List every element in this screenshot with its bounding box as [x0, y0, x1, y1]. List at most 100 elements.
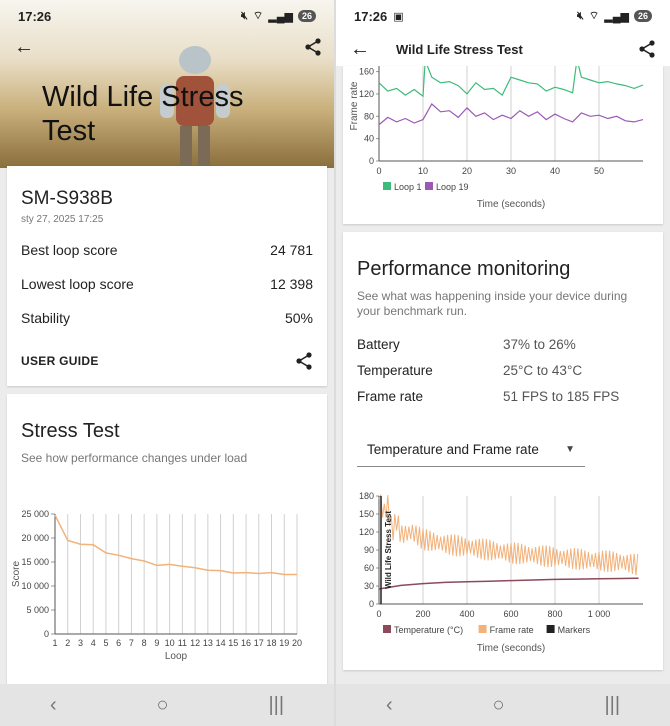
frame-rate-line	[378, 494, 639, 576]
x-axis-label: Time (seconds)	[477, 199, 546, 210]
marker-label: Wild Life Stress Test	[384, 511, 393, 589]
y-tick-label: 120	[359, 89, 374, 99]
battery-icon: 26	[297, 10, 316, 22]
back-arrow-icon[interactable]: ←	[350, 37, 370, 60]
share-icon[interactable]	[295, 352, 313, 370]
x-axis-label: Time (seconds)	[477, 643, 546, 654]
legend-swatch	[383, 182, 391, 190]
x-tick-label: 1	[52, 638, 57, 648]
y-tick-label: 0	[369, 599, 374, 609]
score-row-best: Best loop score 24 781	[21, 242, 313, 258]
frame-rate-card: 0 40 80 120 160 0 10 20 30 40 50 Frame rate Loop 1 Lo…	[343, 66, 663, 224]
x-tick-label: 0	[376, 166, 381, 176]
y-tick-label: 25 000	[21, 509, 49, 519]
x-tick-label: 7	[129, 638, 134, 648]
x-tick-label: 2	[65, 638, 70, 648]
y-tick-label: 15 000	[21, 557, 49, 567]
x-tick-label: 18	[267, 638, 277, 648]
score-label: Best loop score	[21, 242, 118, 258]
x-tick-label: 19	[279, 638, 289, 648]
y-tick-label: 120	[359, 527, 374, 537]
y-tick-label: 160	[359, 67, 374, 77]
result-date: sty 27, 2025 17:25	[21, 214, 104, 225]
share-icon[interactable]	[638, 40, 656, 58]
nav-recents-icon[interactable]: |||	[268, 693, 285, 716]
legend-label: Markers	[558, 625, 591, 635]
x-tick-label: 800	[547, 609, 562, 619]
system-nav-bar: ‹ ○ |||	[0, 684, 334, 726]
x-tick-label: 10	[165, 638, 175, 648]
x-tick-label: 40	[550, 166, 560, 176]
signal-icon: ▂▄▆	[604, 10, 629, 23]
nav-back-icon[interactable]: ‹	[49, 693, 57, 716]
y-tick-label: 60	[364, 563, 374, 573]
x-tick-label: 0	[376, 609, 381, 619]
series-line-2	[378, 103, 644, 126]
hero-robot-illustration	[160, 46, 230, 166]
x-tick-label: 6	[116, 638, 121, 648]
performance-subtitle: See what was happening inside your devic…	[357, 289, 628, 318]
score-value: 24 781	[270, 242, 313, 258]
x-tick-label: 8	[142, 638, 147, 648]
legend-label: Temperature (°C)	[394, 625, 463, 635]
system-nav-bar: ‹ ○ |||	[336, 684, 670, 726]
x-tick-label: 15	[228, 638, 238, 648]
dropdown-caret-icon: ▼	[565, 444, 575, 455]
chart-type-dropdown[interactable]: Temperature and Frame rate ▼	[357, 433, 585, 467]
x-tick-label: 16	[241, 638, 251, 648]
score-label: Stability	[21, 310, 71, 326]
performance-card: Performance monitoring See what was happ…	[343, 232, 663, 670]
y-tick-label: 20 000	[21, 533, 49, 543]
nav-home-icon[interactable]: ○	[156, 693, 169, 716]
right-screen: 17:26 ▣ 🔇︎ ⌔ ▂▄▆ 26 ← Wild Life Stress T…	[336, 0, 670, 726]
left-screen: Wild Life Stress Test 17:26 🔇︎ ⌔ ▂▄▆ 26 …	[0, 0, 334, 726]
x-tick-label: 20	[462, 166, 472, 176]
y-tick-label: 30	[364, 581, 374, 591]
nav-home-icon[interactable]: ○	[492, 693, 505, 716]
perf-row-battery: Battery 37% to 26%	[357, 337, 649, 363]
legend-swatch	[425, 182, 433, 190]
score-line	[54, 514, 297, 576]
user-guide-link[interactable]: USER GUIDE	[21, 354, 99, 368]
mute-icon: 🔇︎	[240, 9, 248, 22]
legend-label: Loop 19	[436, 182, 469, 192]
temperature-line	[378, 577, 639, 590]
x-tick-label: 9	[154, 638, 159, 648]
x-tick-label: 5	[103, 638, 108, 648]
score-label: Lowest loop score	[21, 276, 134, 292]
perf-value: 51 FPS to 185 FPS	[503, 389, 620, 404]
nav-back-icon[interactable]: ‹	[385, 693, 393, 716]
stress-test-title: Stress Test	[21, 420, 120, 442]
nav-recents-icon[interactable]: |||	[604, 693, 621, 716]
status-time: 17:26	[18, 8, 52, 24]
x-tick-label: 1 000	[588, 609, 611, 619]
share-icon[interactable]	[304, 38, 322, 56]
legend-swatch	[478, 625, 487, 633]
y-tick-label: 180	[359, 491, 374, 501]
status-time: 17:26	[354, 8, 388, 24]
app-bar-title: Wild Life Stress Test	[396, 41, 523, 57]
x-tick-label: 10	[418, 166, 428, 176]
wifi-icon: ⌔	[252, 10, 264, 22]
score-value: 50%	[284, 310, 313, 326]
app-bar: ← Wild Life Stress Test	[336, 32, 670, 66]
x-tick-label: 13	[203, 638, 213, 648]
page-title: Wild Life Stress Test	[42, 81, 244, 147]
stress-test-card: Stress Test See how performance changes …	[7, 394, 327, 694]
device-name: SM-S938B	[21, 188, 113, 209]
x-tick-label: 12	[190, 638, 200, 648]
y-tick-label: 90	[364, 545, 374, 555]
back-arrow-icon[interactable]: ←	[14, 36, 34, 58]
perf-row-temperature: Temperature 25°C to 43°C	[357, 363, 649, 389]
legend-swatch	[546, 625, 555, 633]
y-tick-label: 0	[369, 156, 374, 166]
x-tick-label: 50	[594, 166, 604, 176]
mute-icon: 🔇︎	[576, 9, 584, 22]
battery-icon: 26	[633, 10, 652, 22]
result-card: SM-S938B sty 27, 2025 17:25 Best loop sc…	[7, 166, 327, 386]
x-tick-label: 17	[254, 638, 264, 648]
perf-value: 37% to 26%	[503, 337, 576, 352]
y-axis-label: Frame rate	[349, 81, 360, 130]
perf-row-frame-rate: Frame rate 51 FPS to 185 FPS	[357, 389, 649, 415]
